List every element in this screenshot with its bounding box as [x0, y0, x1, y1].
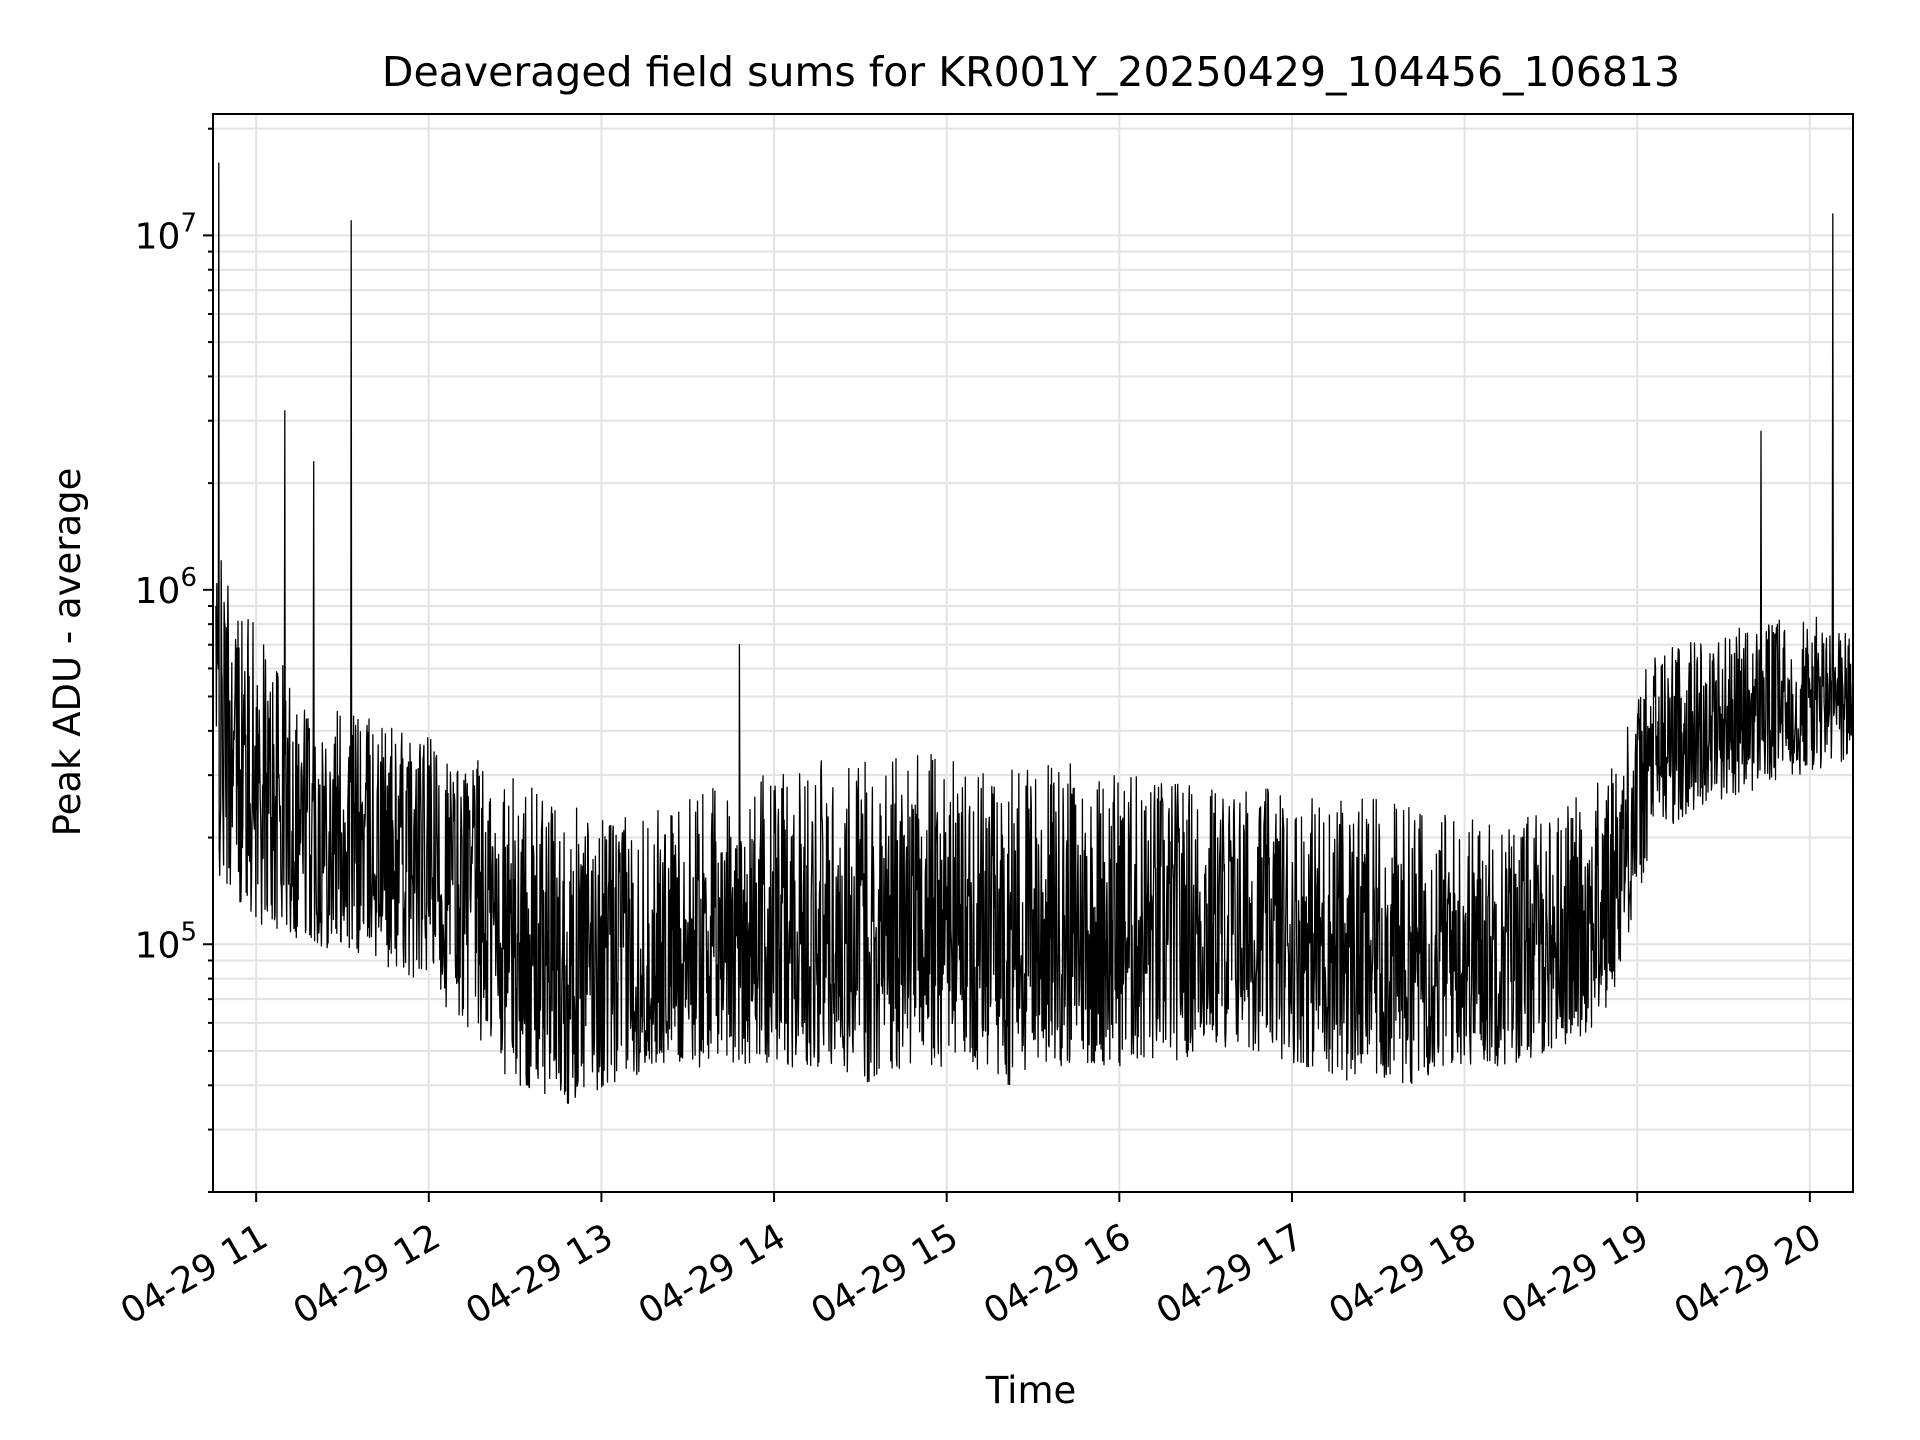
y-tick-label: 105 — [135, 917, 197, 966]
y-tick-label-base: 10 — [135, 925, 181, 966]
series-line — [215, 162, 1854, 1104]
y-tick-label: 107 — [135, 208, 197, 257]
data-series — [215, 162, 1854, 1104]
chart-title: Deaveraged field sums for KR001Y_2025042… — [382, 48, 1680, 96]
y-tick-label-exponent: 7 — [180, 208, 197, 238]
x-axis-label: Time — [985, 1369, 1077, 1412]
y-tick-label: 106 — [135, 563, 197, 612]
y-tick-label-base: 10 — [135, 571, 181, 612]
y-tick-label-exponent: 6 — [180, 563, 197, 593]
plot-frame — [212, 113, 1854, 1193]
y-axis-label: Peak ADU - average — [46, 468, 89, 837]
y-tick-label-exponent: 5 — [180, 917, 197, 947]
y-tick-label-base: 10 — [135, 216, 181, 257]
